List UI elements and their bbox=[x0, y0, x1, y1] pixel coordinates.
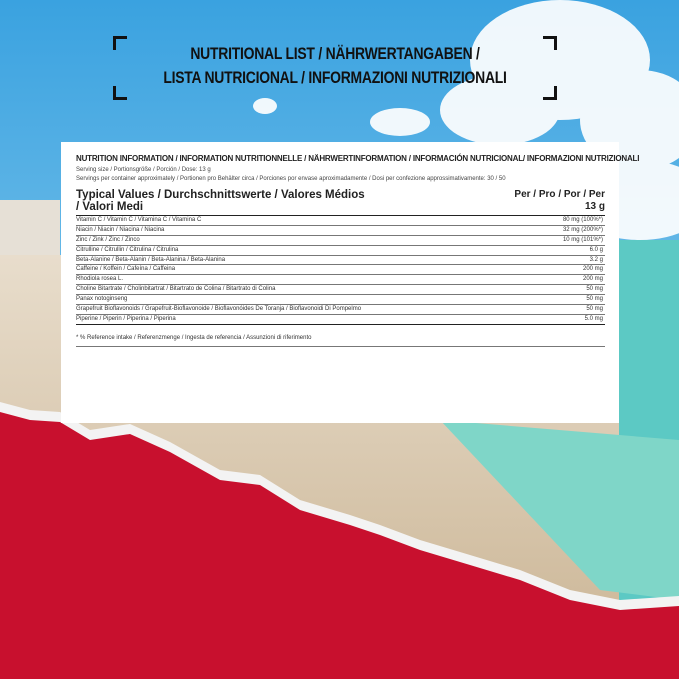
red-torn-area bbox=[0, 412, 679, 679]
per-amount: 13 g bbox=[584, 201, 605, 212]
corner-bracket-top-left bbox=[113, 36, 127, 50]
table-row: Grapefruit Bioflavonoids / Grapefruit-Bi… bbox=[76, 305, 605, 315]
table-row: Piperine / Piperin / Piperina / Piperina… bbox=[76, 315, 605, 325]
servings-per-container: Servings per container approximately / P… bbox=[76, 176, 506, 182]
typical-values-label: Typical Values / Durchschnittswerte / Va… bbox=[76, 189, 365, 201]
nutrient-value: 10 mg (101%*) bbox=[562, 236, 603, 243]
nutrient-name: Panax notoginseng bbox=[76, 296, 128, 303]
serving-size: Serving size / Portionsgröße / Porción /… bbox=[76, 167, 211, 173]
table-row: Niacin / Niacin / Niacina / Niacina 32 mg… bbox=[76, 226, 605, 236]
nutrient-name: Zinc / Zink / Zinc / Zinco bbox=[76, 236, 140, 243]
nutrient-name: Niacin / Niacin / Niacina / Niacina bbox=[76, 226, 165, 233]
table-row: Caffeine / Koffein / Cafeína / Caffeina 2… bbox=[76, 265, 605, 276]
page-heading: NUTRITIONAL LIST / NÄHRWERTANGABEN / LIS… bbox=[151, 33, 520, 101]
nutrient-value: 5.0 mg bbox=[584, 315, 603, 322]
table-row: Zinc / Zink / Zinc / Zinco 10 mg (101%*) bbox=[76, 236, 605, 246]
table-row: Panax notoginseng 50 mg bbox=[76, 295, 605, 306]
nutrient-name: Grapefruit Bioflavonoids / Grapefruit-Bi… bbox=[76, 306, 362, 313]
nutrient-name: Vitamin C / Vitamin C / Vitamina C / Vit… bbox=[76, 217, 202, 223]
corner-bracket-bottom-right bbox=[543, 86, 557, 100]
table-row: Citrulline / Citrullin / Citrulina / Cit… bbox=[76, 246, 605, 256]
nutrient-value: 50 mg bbox=[586, 296, 603, 303]
footnote: * % Reference intake / Referenzmenge / I… bbox=[76, 335, 605, 347]
heading-line-2: LISTA NUTRICIONAL / INFORMAZIONI NUTRIZI… bbox=[163, 68, 507, 87]
table-header: Typical Values / Durchschnittswerte / Va… bbox=[76, 189, 605, 216]
corner-bracket-bottom-left bbox=[113, 86, 127, 100]
table-row: Vitamin C / Vitamin C / Vitamina C / Vit… bbox=[76, 216, 605, 226]
nutrient-value: 50 mg bbox=[586, 286, 603, 293]
nutrition-card: NUTRITION INFORMATION / INFORMATION NUTR… bbox=[61, 142, 640, 423]
table-row: Beta-Alanine / Beta-Alanin / Beta-Alanin… bbox=[76, 256, 605, 266]
nutrient-name: Beta-Alanine / Beta-Alanin / Beta-Alanin… bbox=[76, 256, 226, 263]
heading-line-1: NUTRITIONAL LIST / NÄHRWERTANGABEN / bbox=[190, 44, 480, 63]
corner-bracket-top-right bbox=[543, 36, 557, 50]
table-row: Choline Bitartrate / Cholinbitartrat / B… bbox=[76, 285, 605, 296]
nutrient-value: 80 mg (100%*) bbox=[562, 217, 603, 223]
nutrition-table: Vitamin C / Vitamin C / Vitamina C / Vit… bbox=[76, 216, 605, 325]
nutrient-value: 50 mg bbox=[586, 306, 603, 313]
nutrition-title: NUTRITION INFORMATION / INFORMATION NUTR… bbox=[76, 154, 640, 163]
nutrient-value: 200 mg bbox=[582, 276, 603, 283]
nutrient-value: 32 mg (200%*) bbox=[562, 226, 603, 233]
nutrient-name: Choline Bitartrate / Cholinbitartrat / B… bbox=[76, 286, 276, 293]
typical-values-label-2: / Valori Medi bbox=[76, 201, 144, 213]
nutrient-value: 3.2 g bbox=[589, 256, 603, 263]
nutrient-name: Rhodiola rosea L. bbox=[76, 276, 124, 283]
nutrient-name: Piperine / Piperin / Piperina / Piperina bbox=[76, 315, 176, 322]
nutrient-name: Citrulline / Citrullin / Citrulina / Cit… bbox=[76, 246, 179, 253]
nutrient-value: 200 mg bbox=[582, 266, 603, 273]
nutrient-name: Caffeine / Koffein / Cafeína / Caffeina bbox=[76, 266, 176, 273]
table-row: Rhodiola rosea L. 200 mg bbox=[76, 275, 605, 286]
nutrient-value: 6.0 g bbox=[589, 246, 603, 253]
per-label: Per / Pro / Por / Per bbox=[514, 189, 605, 200]
